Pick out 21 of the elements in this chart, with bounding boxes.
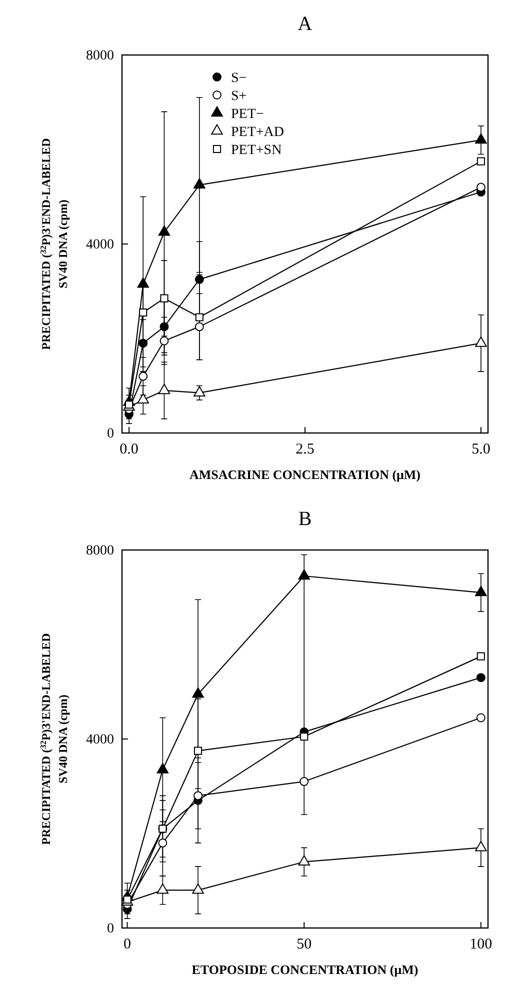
legend-label: PET+SN xyxy=(231,143,282,158)
y-tick-label: 4000 xyxy=(86,237,114,252)
chart-title: A xyxy=(298,13,313,35)
x-tick-label: 2.5 xyxy=(296,442,314,458)
y-tick-label: 8000 xyxy=(86,543,114,558)
legend-label: PET+AD xyxy=(231,125,284,140)
legend-label: S− xyxy=(231,71,247,86)
chart-title: B xyxy=(298,508,312,530)
legend-label: PET− xyxy=(231,107,264,122)
legend-label: S+ xyxy=(231,89,247,104)
x-tick-label: 5.0 xyxy=(472,442,490,458)
y-tick-label: 8000 xyxy=(86,48,114,64)
x-tick-label: 100 xyxy=(470,936,492,953)
x-axis-title: AMSACRINE CONCENTRATION (μM) xyxy=(189,467,421,482)
y-tick-label: 0 xyxy=(107,921,114,936)
x-tick-label: 0.0 xyxy=(120,442,138,458)
x-tick-label: 50 xyxy=(296,936,312,953)
y-tick-label: 4000 xyxy=(86,732,114,748)
x-axis-title: ETOPOSIDE CONCENTRATION (μM) xyxy=(192,962,418,977)
x-tick-label: 0 xyxy=(124,936,132,953)
y-tick-label: 0 xyxy=(107,426,114,442)
